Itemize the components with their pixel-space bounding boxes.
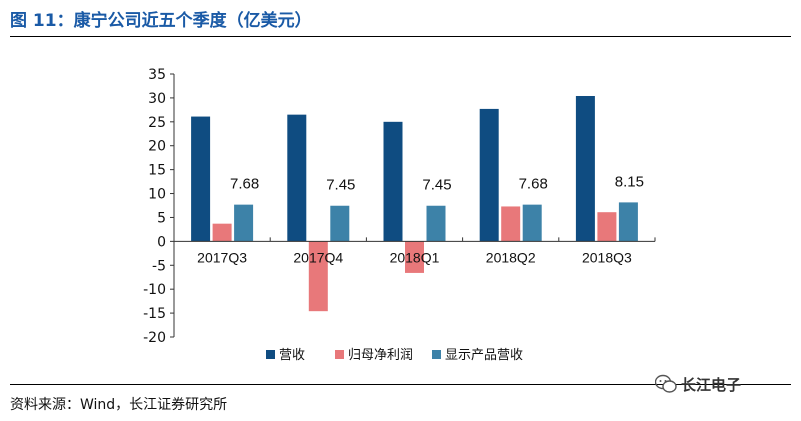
x-tick-label: 2018Q3 (582, 249, 632, 265)
y-tick-label: 25 (148, 115, 166, 131)
bar-revenue (479, 108, 499, 242)
watermark: 长江电子 (655, 372, 741, 396)
y-axis: 35 30 25 20 15 10 5 0 -5 -10 -15 -20 (143, 67, 175, 346)
bar-revenue (383, 121, 403, 242)
wechat-icon (655, 374, 677, 393)
bar-display-revenue (426, 205, 446, 242)
x-tick-label: 2017Q4 (293, 249, 343, 265)
bar-net-profit (308, 241, 328, 312)
source-note: 资料来源：Wind，长江证券研究所 (10, 397, 228, 413)
y-tick-label: -5 (152, 258, 166, 274)
bar-net-profit (597, 212, 617, 242)
data-label: 7.45 (422, 177, 451, 194)
data-label: 7.68 (230, 176, 259, 193)
legend-swatch (266, 350, 275, 359)
legend-label: 营收 (279, 348, 305, 363)
legend-label: 显示产品营收 (445, 348, 523, 363)
bar-revenue (575, 95, 595, 242)
bar-display-revenue (618, 202, 638, 242)
y-tick-label: -20 (143, 330, 166, 346)
y-tick-label: -10 (143, 282, 166, 298)
bars (191, 95, 638, 312)
legend-swatch (335, 350, 344, 359)
watermark-text: 长江电子 (681, 375, 742, 394)
value-labels: 7.68 7.45 7.45 7.68 8.15 (230, 173, 644, 193)
source-divider (10, 384, 791, 385)
y-tick-label: 15 (148, 163, 166, 179)
legend: 营收 归母净利润 显示产品营收 (266, 348, 523, 363)
data-label: 8.15 (615, 173, 644, 190)
bar-net-profit (501, 206, 521, 242)
bar-revenue (287, 114, 307, 242)
data-label: 7.45 (326, 177, 355, 194)
bar-display-revenue (330, 205, 350, 242)
y-tick-label: 20 (148, 139, 166, 155)
y-tick-label: 30 (148, 91, 166, 107)
page-title: 图 11：康宁公司近五个季度（亿美元） (10, 11, 312, 31)
bar-net-profit (212, 223, 232, 242)
bar-net-profit (405, 241, 424, 273)
x-tick-label: 2017Q3 (197, 249, 247, 265)
y-tick-label: 0 (157, 234, 166, 250)
x-tick-label: 2018Q1 (390, 249, 440, 265)
bar-revenue (191, 116, 211, 242)
y-tick-label: 35 (148, 67, 166, 83)
title-divider (10, 36, 791, 37)
x-tick-label: 2018Q2 (486, 249, 536, 265)
y-tick-label: -15 (143, 306, 166, 322)
bar-display-revenue (522, 204, 542, 242)
bar-display-revenue (234, 204, 254, 242)
legend-swatch (432, 350, 441, 359)
y-tick-label: 10 (148, 187, 166, 203)
legend-label: 归母净利润 (348, 348, 413, 363)
data-label: 7.68 (519, 176, 548, 193)
x-axis: 2017Q3 2017Q4 2018Q1 2018Q2 2018Q3 (174, 237, 656, 265)
y-tick-label: 5 (157, 210, 166, 226)
